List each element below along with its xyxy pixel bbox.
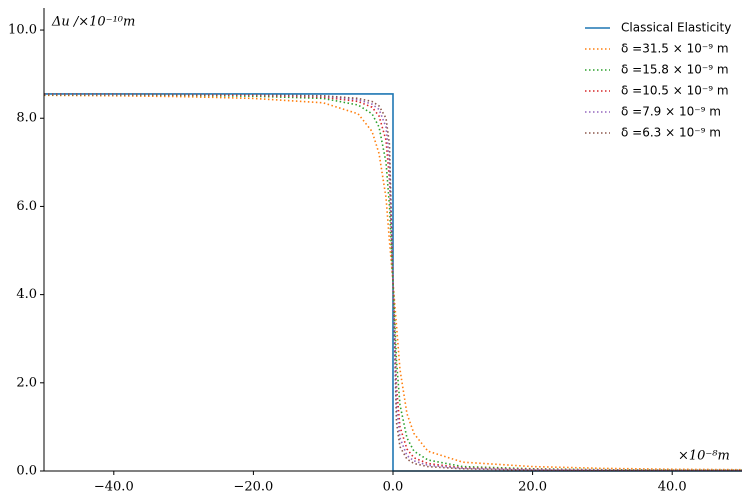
y-tick-label: 6.0 xyxy=(16,199,37,214)
x-axis-label: ×10⁻⁸m xyxy=(678,449,730,464)
x-tick-label: 20.0 xyxy=(518,480,547,495)
line xyxy=(43,94,743,471)
legend-label: δ =6.3 × 10⁻⁹ m xyxy=(621,126,721,140)
y-axis-label: Δu /×10⁻¹⁰m xyxy=(51,15,135,30)
legend-label: δ =31.5 × 10⁻⁹ m xyxy=(621,42,729,56)
y-tick-label: 4.0 xyxy=(16,287,37,302)
y-tick-label: 2.0 xyxy=(16,375,37,390)
legend-label: δ =15.8 × 10⁻⁹ m xyxy=(621,63,729,77)
x-tick-label: 40.0 xyxy=(658,480,687,495)
legend-label: Classical Elasticity xyxy=(621,21,731,35)
y-tick-label: 8.0 xyxy=(16,111,37,126)
x-tick-label: −40.0 xyxy=(94,480,134,495)
legend-label: δ =7.9 × 10⁻⁹ m xyxy=(621,105,721,119)
y-tick-label: 0.0 xyxy=(16,464,37,479)
legend-label: δ =10.5 × 10⁻⁹ m xyxy=(621,84,729,98)
y-tick-label: 10.0 xyxy=(8,23,37,38)
x-tick-label: 0.0 xyxy=(383,480,404,495)
x-tick-label: −20.0 xyxy=(233,480,273,495)
line xyxy=(44,93,742,472)
